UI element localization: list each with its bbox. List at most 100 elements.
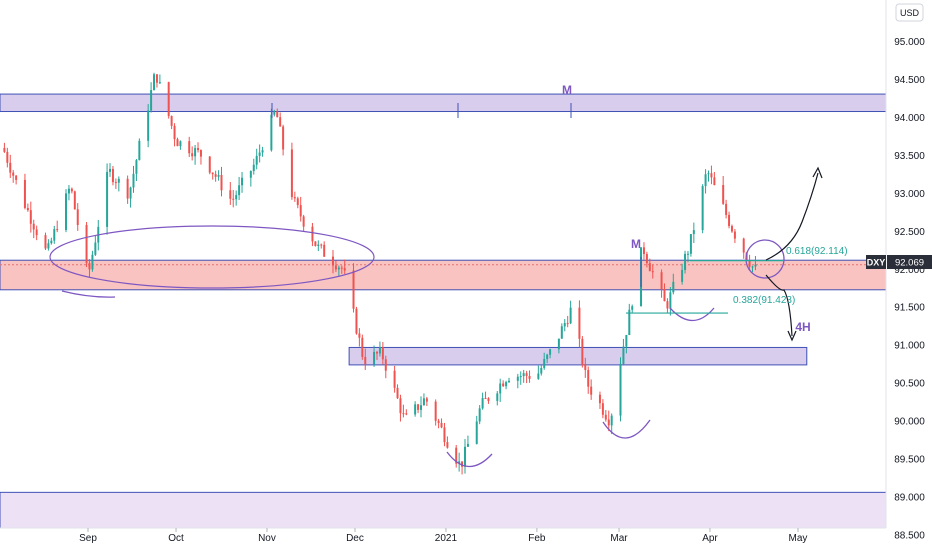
- candle-body: [464, 447, 466, 467]
- candle-body: [496, 393, 498, 401]
- candle-body: [74, 191, 76, 209]
- time-tick-label: Apr: [702, 533, 718, 544]
- candle-body: [467, 444, 469, 447]
- candle-body: [508, 381, 510, 382]
- candle-body: [619, 364, 621, 416]
- monthly-zone-label: M: [562, 83, 572, 97]
- candle-body: [649, 263, 651, 271]
- candle-body: [361, 338, 363, 357]
- candle-body: [584, 364, 586, 370]
- candle-body: [578, 308, 580, 339]
- candle-body: [9, 163, 11, 173]
- candle-body: [526, 373, 528, 376]
- price-tick-label: 91.500: [894, 303, 925, 314]
- price-tick-label: 94.500: [894, 75, 925, 86]
- candle-body: [643, 247, 645, 254]
- price-tick-label: 93.000: [894, 189, 925, 200]
- candle-body: [567, 323, 569, 324]
- candle-body: [353, 271, 355, 309]
- candle-body: [426, 398, 428, 401]
- candle-body: [68, 189, 70, 194]
- price-tick-label: 89.000: [894, 492, 925, 503]
- candle-body: [106, 172, 108, 227]
- candle-body: [394, 371, 396, 388]
- candle-body: [33, 224, 35, 230]
- candle-body: [12, 173, 14, 176]
- candle-body: [549, 349, 551, 354]
- candle-body: [690, 234, 692, 254]
- candle-body: [188, 141, 190, 153]
- candle-body: [65, 193, 67, 230]
- candle-body: [238, 185, 240, 195]
- candle-body: [6, 152, 8, 163]
- time-tick-label: Mar: [610, 533, 628, 544]
- candle-body: [338, 268, 340, 270]
- candle-body: [24, 180, 26, 208]
- candle-body: [505, 382, 507, 386]
- candle-body: [94, 243, 96, 255]
- candle-body: [722, 185, 724, 204]
- candle-body: [443, 427, 445, 442]
- candle-body: [317, 245, 319, 247]
- candle-body: [118, 179, 120, 183]
- candle-body: [523, 373, 525, 376]
- candle-body: [194, 148, 196, 156]
- candle-body: [537, 374, 539, 379]
- candle-body: [570, 308, 572, 324]
- candle-body: [50, 241, 52, 244]
- candle-body: [382, 347, 384, 359]
- candle-body: [590, 387, 592, 395]
- candle-body: [385, 359, 387, 370]
- candle-body: [171, 116, 173, 126]
- candle-body: [112, 169, 114, 182]
- time-tick-label: 2021: [435, 533, 458, 544]
- candle-body: [86, 225, 88, 263]
- time-tick-label: May: [789, 533, 808, 544]
- candle-body: [605, 415, 607, 420]
- candle-body: [646, 254, 648, 263]
- candle-body: [153, 74, 155, 90]
- candle-body: [156, 74, 158, 82]
- candle-body: [176, 139, 178, 146]
- candle-body: [561, 326, 563, 338]
- candle-body: [754, 265, 756, 267]
- last-price-tag: DXY 92.069: [866, 255, 932, 269]
- candle-body: [130, 188, 132, 199]
- candle-body: [358, 333, 360, 337]
- currency-button[interactable]: USD: [896, 4, 923, 21]
- candle-body: [672, 282, 674, 292]
- candle-body: [147, 111, 149, 141]
- price-tick-label: 92.500: [894, 227, 925, 238]
- candle-body: [30, 210, 32, 224]
- candle-body: [303, 216, 305, 226]
- price-tick-label: 89.500: [894, 454, 925, 465]
- candle-body: [446, 442, 448, 448]
- time-tick-label: Nov: [258, 533, 276, 544]
- candle-body: [294, 197, 296, 198]
- candle-body: [499, 384, 501, 394]
- candle-body: [297, 198, 299, 205]
- candle-body: [250, 171, 252, 178]
- candle-body: [332, 257, 334, 266]
- price-tick-label: 91.000: [894, 341, 925, 352]
- candle-body: [420, 405, 422, 410]
- candle-body: [323, 245, 325, 257]
- candle-body: [482, 398, 484, 408]
- candle-body: [622, 347, 624, 364]
- candle-body: [364, 357, 366, 364]
- candle-body: [179, 141, 181, 146]
- candle-body: [229, 190, 231, 198]
- bottom-arc-3: [670, 308, 714, 321]
- time-axis[interactable]: Sep Oct Nov Dec 2021 Feb Mar Apr May: [79, 528, 807, 544]
- fib-618-label: 0.618(92.114): [786, 246, 848, 257]
- candle-body: [438, 421, 440, 423]
- candle-body: [77, 209, 79, 225]
- candle-body: [693, 230, 695, 234]
- candle-body: [713, 177, 715, 185]
- candle-body: [543, 359, 545, 368]
- candle-body: [88, 263, 90, 269]
- candle-body: [115, 182, 117, 183]
- price-tick-label: 93.500: [894, 151, 925, 162]
